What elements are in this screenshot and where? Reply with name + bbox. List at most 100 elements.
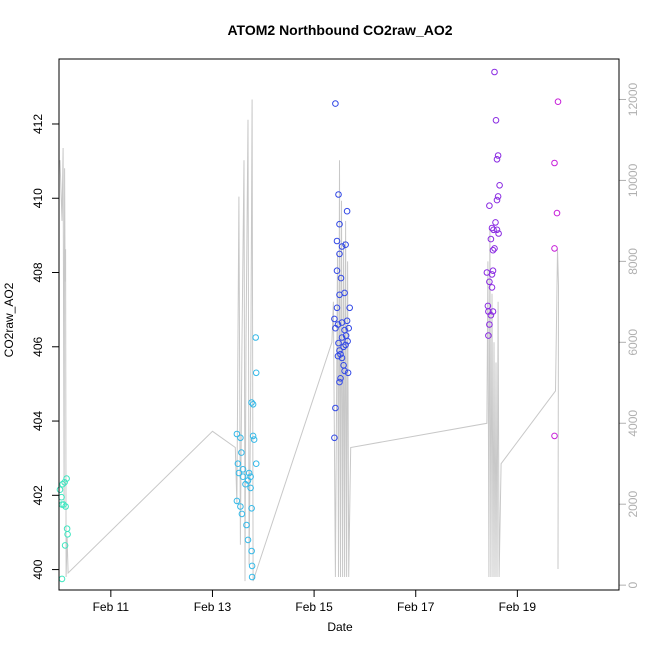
data-point [551, 159, 558, 167]
right-y-tick-label: 4000 [626, 410, 640, 437]
data-point [64, 531, 71, 538]
y-tick-label: 400 [31, 559, 45, 579]
y-tick-label: 402 [31, 485, 45, 505]
data-point [233, 497, 241, 505]
data-point [342, 341, 349, 349]
data-point [61, 542, 69, 549]
data-point [334, 352, 342, 360]
data-point [333, 304, 341, 312]
data-point [346, 304, 354, 312]
data-point [494, 152, 502, 159]
data-point [493, 196, 501, 204]
data-point [490, 226, 497, 234]
data-point [492, 219, 499, 226]
data-point [62, 503, 69, 510]
data-point [233, 430, 241, 438]
data-point [252, 460, 260, 468]
data-point [337, 274, 345, 282]
data-point [489, 267, 497, 275]
x-tick-label: Feb 19 [499, 600, 537, 614]
data-point [63, 475, 70, 482]
data-point [331, 315, 338, 323]
data-point [487, 235, 495, 243]
data-point [239, 466, 247, 473]
data-point [493, 156, 501, 163]
data-point [252, 369, 260, 377]
data-point [332, 100, 339, 107]
y-tick-label: 404 [31, 411, 45, 431]
data-point [551, 245, 558, 252]
data-point [335, 191, 342, 198]
data-point [489, 308, 497, 315]
data-point [486, 278, 493, 286]
data-point [237, 434, 244, 442]
data-point [345, 324, 353, 332]
data-point [337, 375, 344, 382]
data-point [333, 267, 341, 275]
chart-title: ATOM2 Northbound CO2raw_AO2 [227, 22, 452, 38]
data-point [488, 271, 496, 278]
y-tick-label: 412 [31, 114, 45, 134]
data-point [332, 404, 339, 412]
data-point [342, 241, 349, 248]
y-tick-label: 406 [31, 336, 45, 356]
data-point [338, 354, 346, 362]
data-points [56, 68, 562, 583]
data-point [335, 339, 342, 347]
data-point [494, 193, 502, 200]
data-point [488, 284, 496, 291]
data-point [250, 436, 258, 443]
data-point [336, 378, 343, 386]
data-point [247, 484, 254, 492]
data-point [495, 230, 502, 237]
data-point [333, 237, 341, 245]
x-tick-label: Feb 13 [194, 600, 232, 614]
data-point [344, 337, 351, 345]
data-point [248, 547, 255, 555]
data-point [343, 317, 351, 325]
y-tick-label: 410 [31, 188, 45, 208]
background-count-line [59, 99, 560, 582]
data-point [244, 536, 252, 544]
x-tick-label: Feb 11 [93, 600, 130, 614]
data-point [239, 473, 247, 481]
data-point [338, 334, 346, 341]
data-point [331, 434, 338, 442]
data-point [491, 245, 498, 252]
data-point [336, 291, 343, 299]
data-point [247, 473, 254, 481]
right-y-tick-label: 0 [626, 581, 640, 588]
data-point [486, 202, 493, 209]
data-point [496, 182, 503, 189]
right-y-tick-label: 10000 [626, 163, 640, 197]
data-point [245, 469, 253, 477]
data-point [492, 117, 500, 124]
data-point [248, 505, 255, 512]
x-axis-label: Date [327, 620, 353, 634]
x-tick-label: Feb 17 [397, 600, 435, 614]
data-point [237, 503, 244, 510]
data-point [56, 486, 64, 494]
x-tick-label: Feb 15 [295, 600, 333, 614]
data-point [243, 521, 250, 529]
data-point [249, 432, 257, 440]
data-point [238, 510, 246, 518]
background-count-polyline [59, 99, 560, 582]
data-point [248, 562, 256, 570]
data-point [336, 250, 343, 258]
right-y-tick-label: 6000 [626, 329, 640, 356]
data-point [248, 399, 255, 406]
data-point [343, 207, 351, 215]
data-point [487, 311, 495, 319]
data-point [59, 480, 66, 488]
data-point [338, 243, 346, 250]
y-tick-label: 408 [31, 262, 45, 282]
data-point [553, 209, 561, 217]
data-point [491, 68, 498, 76]
data-point [340, 343, 347, 351]
data-point [551, 432, 558, 440]
data-point [234, 460, 242, 468]
data-point [486, 321, 493, 328]
